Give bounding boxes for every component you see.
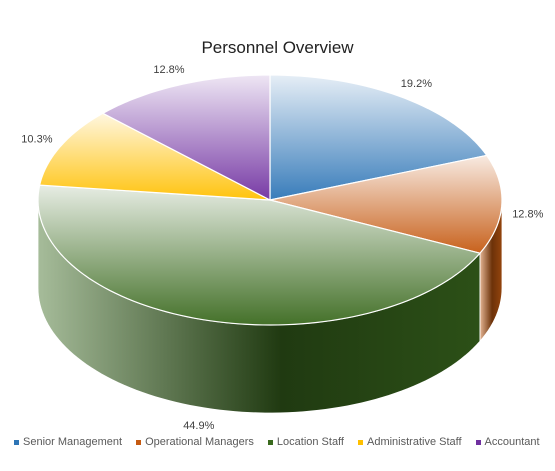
legend-label: Location Staff <box>276 436 344 448</box>
legend-item: Location Staff <box>267 436 344 448</box>
data-labels: 19.2% 12.8% 44.9% 10.3% 12.8% <box>21 64 543 432</box>
data-label-3: 10.3% <box>21 134 52 146</box>
data-label-1: 12.8% <box>512 209 543 221</box>
legend-item: Senior Management <box>14 436 122 448</box>
legend-item: Administrative Staff <box>357 436 462 448</box>
legend-swatch <box>357 439 363 445</box>
legend-item: Operational Managers <box>136 436 254 448</box>
legend-item: Accountant <box>475 436 540 448</box>
pie-slice-2 <box>37 184 482 326</box>
legend-swatch <box>475 439 481 445</box>
legend-label: Senior Management <box>23 436 123 448</box>
legend-swatch <box>14 439 19 445</box>
chart-title: Personnel Overview <box>201 38 354 57</box>
chart-legend: Senior Management Operational Managers Loc… <box>14 436 544 448</box>
legend-label: Accountant <box>484 436 540 448</box>
pie-slice-4 <box>101 74 271 201</box>
pie-top-faces <box>37 74 503 326</box>
pie-slice-0 <box>269 74 488 201</box>
pie-slice-3 <box>38 112 271 201</box>
legend-label: Administrative Staff <box>366 436 462 448</box>
data-label-0: 19.2% <box>401 78 432 90</box>
legend-label: Operational Managers <box>145 436 254 448</box>
legend-swatch <box>267 439 273 445</box>
legend-swatch <box>136 439 142 445</box>
data-label-4: 12.8% <box>153 64 184 76</box>
data-label-2: 44.9% <box>183 420 214 432</box>
pie-slice-1 <box>269 154 503 254</box>
